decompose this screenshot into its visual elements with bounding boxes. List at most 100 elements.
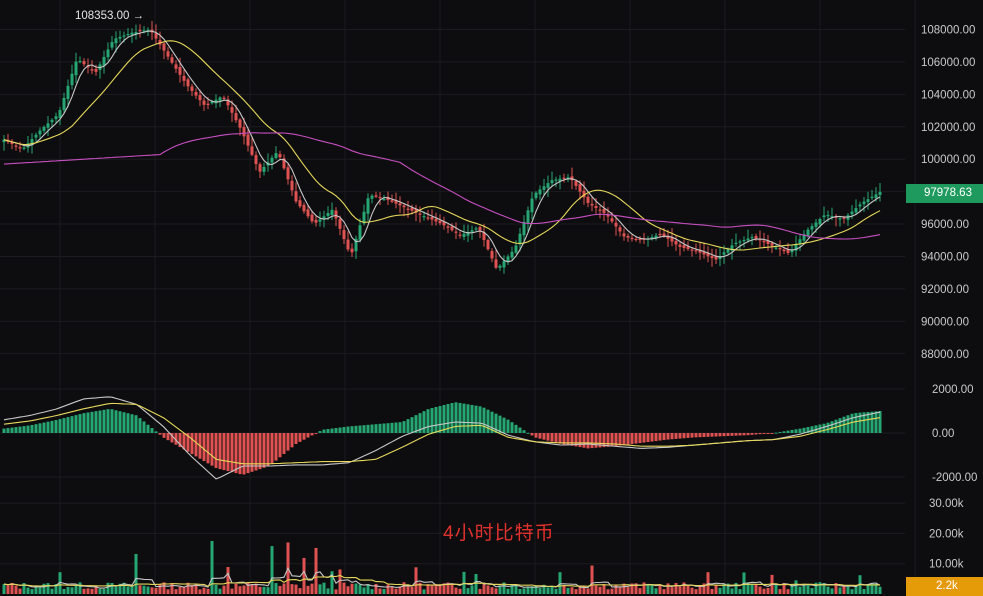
volume-bar xyxy=(66,587,70,594)
candle-body xyxy=(650,236,654,239)
candle-body xyxy=(402,205,406,208)
macd-histogram-bar xyxy=(14,427,18,433)
macd-histogram-bar xyxy=(350,426,354,433)
macd-histogram-bar xyxy=(726,433,730,436)
volume-bar xyxy=(290,584,294,594)
volume-bar xyxy=(6,585,10,594)
volume-bar xyxy=(698,585,702,594)
candle-body xyxy=(482,232,486,241)
candle-body xyxy=(562,177,566,179)
candle-body xyxy=(878,191,882,196)
volume-bar xyxy=(790,584,794,594)
volume-bar xyxy=(198,589,202,594)
volume-ma-mid xyxy=(3,574,881,588)
volume-bar xyxy=(738,589,742,594)
macd-histogram-bar xyxy=(302,433,306,440)
candle-body xyxy=(450,226,454,231)
macd-histogram-bar xyxy=(850,413,854,433)
macd-histogram-bar xyxy=(366,424,370,433)
macd-histogram-bar xyxy=(238,433,242,475)
candle-body xyxy=(502,261,506,268)
macd-histogram-bar xyxy=(802,427,806,433)
macd-histogram-bar xyxy=(678,433,682,439)
volume-bar xyxy=(750,584,754,594)
candle-body xyxy=(162,43,166,51)
candle-body xyxy=(322,216,326,219)
candle-body xyxy=(114,38,118,44)
macd-histogram-bar xyxy=(550,433,554,442)
candle-body xyxy=(506,256,510,262)
volume-bar xyxy=(82,588,86,594)
candle-body xyxy=(802,234,806,241)
macd-histogram-bar xyxy=(458,402,462,433)
candle-body xyxy=(310,214,314,222)
candle-body xyxy=(14,145,18,147)
macd-histogram-bar xyxy=(422,411,426,433)
volume-bar xyxy=(354,583,358,594)
macd-histogram-bar xyxy=(826,422,830,433)
volume-bar xyxy=(350,583,354,594)
volume-bar xyxy=(782,583,786,594)
volume-bar xyxy=(346,586,350,594)
macd-histogram-bar xyxy=(662,433,666,441)
candle-body xyxy=(762,240,766,243)
macd-histogram-bar xyxy=(490,411,494,433)
macd-histogram-bar xyxy=(218,433,222,470)
candle-body xyxy=(786,249,790,253)
volume-bar xyxy=(510,584,514,594)
volume-bar xyxy=(330,571,334,594)
macd-histogram-bar xyxy=(562,433,566,445)
candle-body xyxy=(158,39,162,45)
candle-body xyxy=(770,243,774,246)
macd-histogram-bar xyxy=(38,423,42,433)
macd-histogram-bar xyxy=(146,424,150,433)
candle-body xyxy=(470,230,474,232)
candle-body xyxy=(510,251,514,258)
macd-histogram-bar xyxy=(126,413,130,433)
macd-histogram-bar xyxy=(730,433,734,436)
volume-bar xyxy=(730,588,734,594)
candle-body xyxy=(238,119,242,128)
candle-body xyxy=(578,184,582,192)
volume-bar xyxy=(42,583,46,594)
macd-histogram-bar xyxy=(574,433,578,447)
candle-body xyxy=(250,146,254,155)
macd-histogram-bar xyxy=(714,433,718,437)
candle-body xyxy=(86,65,90,68)
volume-bar xyxy=(450,584,454,594)
volume-bar xyxy=(586,588,590,594)
macd-histogram-bar xyxy=(830,421,834,433)
volume-bar xyxy=(714,585,718,594)
candle-body xyxy=(354,238,358,252)
volume-bar xyxy=(458,588,462,594)
macd-histogram-bar xyxy=(718,433,722,437)
candle-body xyxy=(850,211,854,215)
macd-histogram-bar xyxy=(438,405,442,433)
volume-bar xyxy=(878,586,882,594)
volume-bar xyxy=(502,582,506,594)
candle-body xyxy=(814,222,818,227)
macd-histogram-bar xyxy=(150,428,154,433)
candle-body xyxy=(178,67,182,75)
macd-histogram-bar xyxy=(294,433,298,444)
candle-body xyxy=(422,216,426,218)
candle-body xyxy=(262,166,266,172)
candle-body xyxy=(766,240,770,245)
volume-bar xyxy=(90,588,94,594)
macd-histogram-bar xyxy=(410,417,414,433)
candle-body xyxy=(598,209,602,211)
macd-histogram-bar xyxy=(66,417,70,433)
macd-histogram-bar xyxy=(186,433,190,452)
volume-bar xyxy=(570,587,574,594)
candle-body xyxy=(626,235,630,238)
candle-body xyxy=(458,234,462,236)
volume-bar xyxy=(202,587,206,594)
macd-histogram-bar xyxy=(738,433,742,436)
macd-histogram-bar xyxy=(326,429,330,433)
volume-bar xyxy=(550,585,554,594)
price-pane xyxy=(2,20,882,274)
candle-body xyxy=(866,199,870,203)
macd-histogram-bar xyxy=(222,433,226,471)
candle-body xyxy=(314,219,318,223)
volume-bar xyxy=(362,587,366,594)
